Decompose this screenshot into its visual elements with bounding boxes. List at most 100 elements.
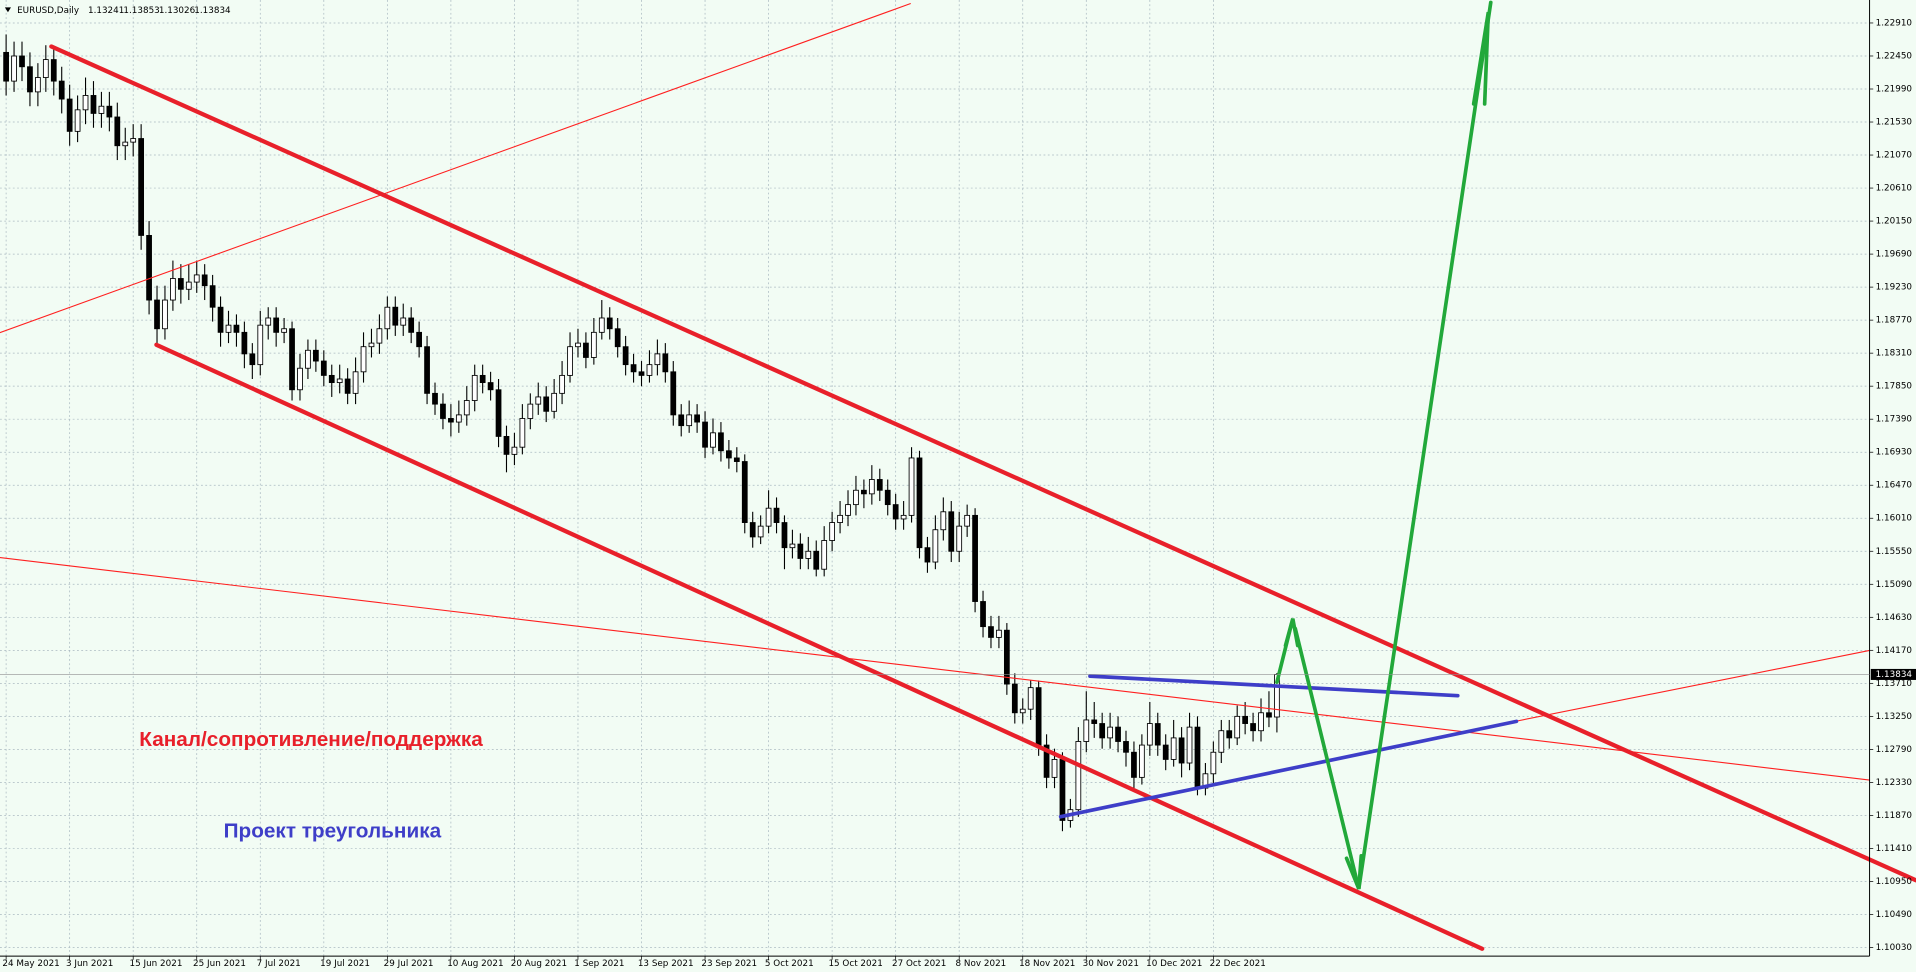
candle-body <box>1091 719 1098 724</box>
candle-body <box>305 349 311 369</box>
y-tick-label: 1.11870 <box>1876 811 1913 821</box>
candles <box>3 34 1280 832</box>
candle-body <box>519 418 526 448</box>
candle-body <box>575 342 581 348</box>
y-tick-label: 1.14630 <box>1876 613 1913 623</box>
candle-body <box>193 274 200 283</box>
candle-body <box>106 105 113 118</box>
candle-body <box>853 489 859 506</box>
candle-body <box>1210 751 1217 775</box>
candle-body <box>1139 744 1145 778</box>
candle-body <box>1123 741 1129 753</box>
y-tick-label: 1.12790 <box>1876 745 1913 755</box>
header: EURUSD,Daily 1.13241 1.13853 1.13026 1.1… <box>4 6 231 16</box>
candle-body <box>487 382 494 391</box>
candle-body <box>678 414 685 427</box>
candle-body <box>988 626 994 638</box>
candle-body <box>932 529 939 563</box>
candle-body <box>567 346 573 376</box>
candle-body <box>1115 726 1121 742</box>
candle-body <box>201 274 208 287</box>
price-label-box <box>1870 668 1916 680</box>
x-tick-label: 3 Jun 2021 <box>66 959 113 969</box>
candle-body <box>654 353 661 366</box>
candle-body <box>471 374 478 401</box>
candle-body <box>185 281 192 290</box>
candle-body <box>686 414 693 427</box>
candle-body <box>424 346 430 394</box>
menu-icon <box>4 7 11 13</box>
candle-body <box>368 342 375 348</box>
y-tick-label: 1.19690 <box>1876 250 1913 260</box>
ohlc-low: 1.13026 <box>159 6 196 16</box>
candle-body <box>241 331 248 355</box>
x-tick-label: 19 Jul 2021 <box>320 959 370 969</box>
candle-body <box>1186 726 1193 764</box>
candle-body <box>503 435 510 455</box>
y-tick-label: 1.16470 <box>1876 481 1913 491</box>
candle-body <box>130 138 137 143</box>
candle-body <box>463 400 470 416</box>
candle-body <box>170 278 176 301</box>
candle-body <box>416 331 422 348</box>
candle-body <box>876 479 883 491</box>
candle-body <box>177 278 184 290</box>
candle-body <box>996 629 1002 638</box>
annotation: Проект треугольника <box>224 820 442 843</box>
candle-body <box>662 353 669 373</box>
candle-body <box>336 378 343 384</box>
candle-body <box>479 374 486 384</box>
candle-body <box>162 299 168 330</box>
y-tick-label: 1.21530 <box>1876 118 1913 128</box>
x-tick-label: 29 Jul 2021 <box>384 959 434 969</box>
candle-body <box>868 479 875 495</box>
candle-body <box>940 511 947 531</box>
candle-body <box>726 450 732 459</box>
candle-body <box>805 550 812 559</box>
trend-line <box>0 556 1871 781</box>
candle-body <box>829 522 835 541</box>
y-tick-label: 1.12330 <box>1876 778 1913 788</box>
trend-line <box>0 3 911 334</box>
candle-body <box>972 514 978 602</box>
candle-body <box>1075 741 1082 811</box>
candle-body <box>924 547 931 563</box>
candle-body <box>861 489 867 495</box>
candle-body <box>3 51 9 82</box>
y-tick-label: 1.19230 <box>1876 283 1913 293</box>
y-tick-label: 1.10950 <box>1876 877 1913 887</box>
candle-body <box>543 396 550 412</box>
y-tick-label: 1.20150 <box>1876 217 1913 227</box>
candle-body <box>765 507 772 527</box>
candle-body <box>710 432 716 448</box>
candle-body <box>328 374 335 384</box>
x-tick-label: 5 Oct 2021 <box>765 959 814 969</box>
candle-body <box>225 324 232 333</box>
candle-body <box>900 514 907 520</box>
x-tick-label: 25 Jun 2021 <box>193 959 246 969</box>
x-tick-label: 24 May 2021 <box>2 959 59 969</box>
candle-body <box>1242 715 1249 724</box>
candle-body <box>122 141 129 147</box>
candle-body <box>583 342 589 358</box>
x-tick-label: 1 Sep 2021 <box>574 959 624 969</box>
candle-body <box>757 525 764 538</box>
candle-body <box>320 360 327 376</box>
candle-body <box>1266 712 1272 718</box>
y-tick-label: 1.11410 <box>1876 844 1913 854</box>
y-tick-label: 1.17390 <box>1876 415 1913 425</box>
candle-body <box>27 66 33 93</box>
candle-body <box>606 317 613 330</box>
candle-body <box>1059 759 1066 821</box>
candle-body <box>98 105 105 114</box>
x-tick-label: 8 Nov 2021 <box>956 959 1007 969</box>
candle-body <box>1218 730 1225 753</box>
candle-body <box>527 403 534 419</box>
candle-body <box>646 364 653 376</box>
candle-body <box>670 371 677 416</box>
y-tick-label: 1.21990 <box>1876 85 1913 95</box>
candle-body <box>495 389 502 437</box>
candle-body <box>694 414 700 423</box>
candle-body <box>1170 737 1177 760</box>
